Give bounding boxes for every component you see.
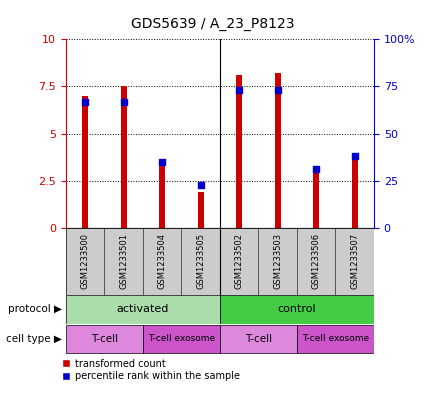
Text: GSM1233501: GSM1233501 (119, 233, 128, 289)
Text: GSM1233504: GSM1233504 (158, 233, 167, 289)
Point (159, 159, 166, 165)
Point (197, 182, 204, 188)
Bar (297, 325, 374, 353)
Text: T-cell exosome: T-cell exosome (148, 334, 215, 343)
Bar (220, 325, 297, 353)
Bar (198, 192, 204, 228)
Bar (236, 75, 242, 228)
Point (236, 87, 243, 94)
Text: GDS5639 / A_23_P8123: GDS5639 / A_23_P8123 (131, 17, 294, 31)
Text: GSM1233502: GSM1233502 (235, 233, 244, 289)
Text: activated: activated (117, 305, 169, 314)
Point (82, 98, 88, 105)
Bar (159, 166, 165, 228)
Text: GSM1233505: GSM1233505 (196, 233, 205, 289)
Bar (313, 171, 319, 228)
Point (351, 153, 358, 160)
Point (274, 87, 281, 94)
Text: T-cell: T-cell (91, 334, 118, 344)
Text: protocol ▶: protocol ▶ (8, 305, 62, 314)
Bar (82, 96, 88, 228)
Text: GSM1233507: GSM1233507 (350, 233, 359, 289)
Point (313, 166, 320, 173)
Bar (275, 73, 280, 228)
Bar (143, 325, 220, 353)
Text: T-cell: T-cell (245, 334, 272, 344)
Legend: transformed count, percentile rank within the sample: transformed count, percentile rank withi… (62, 358, 240, 382)
Bar (220, 296, 374, 324)
Text: cell type ▶: cell type ▶ (6, 334, 62, 344)
Text: GSM1233500: GSM1233500 (81, 233, 90, 289)
Text: control: control (278, 305, 316, 314)
Bar (66, 325, 143, 353)
Text: T-cell exosome: T-cell exosome (302, 334, 369, 343)
Text: GSM1233503: GSM1233503 (273, 233, 282, 289)
Bar (121, 86, 127, 228)
Text: GSM1233506: GSM1233506 (312, 233, 321, 289)
Point (120, 98, 127, 105)
Bar (352, 154, 357, 228)
Bar (66, 296, 220, 324)
